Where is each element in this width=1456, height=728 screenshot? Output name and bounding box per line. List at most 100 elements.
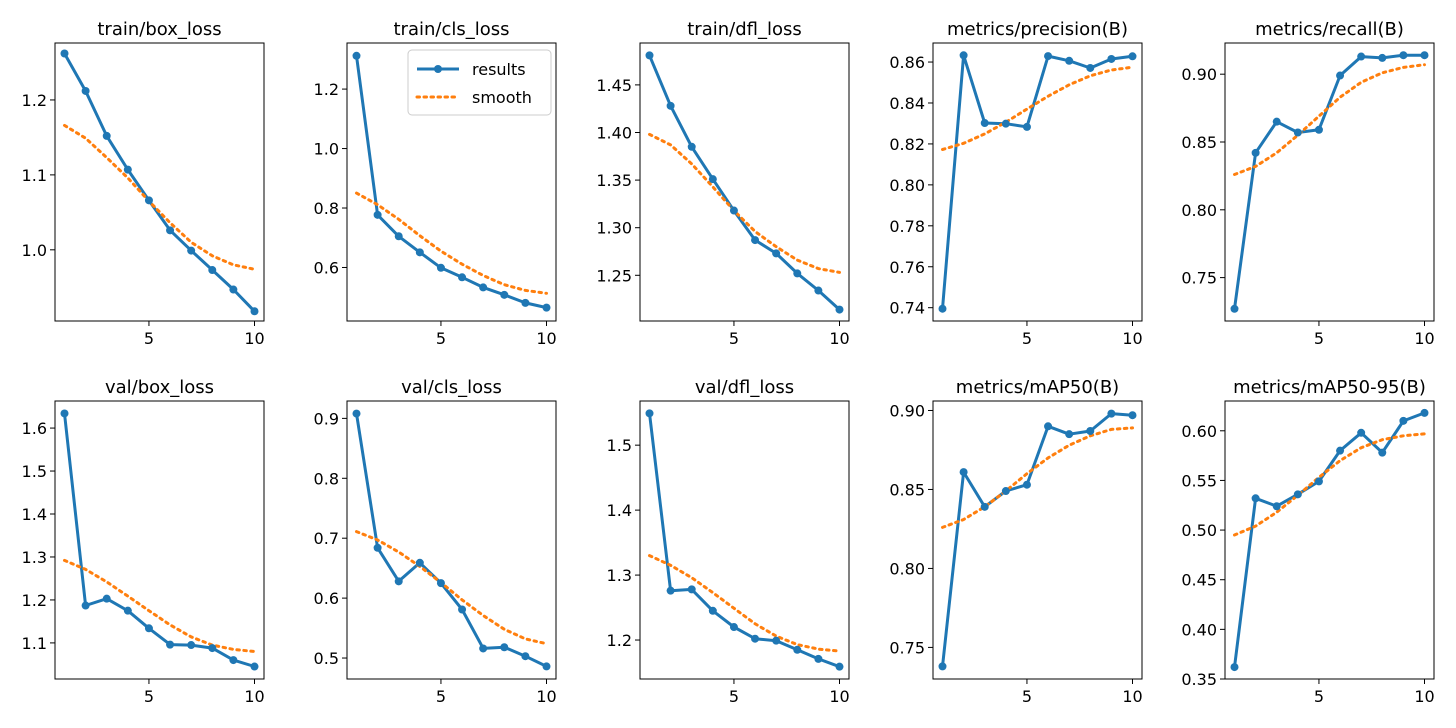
results-point — [959, 468, 968, 477]
results-point — [60, 49, 69, 58]
smooth-series-line — [355, 530, 548, 646]
y-tick-label: 1.3 — [22, 548, 47, 567]
smooth-series-line — [63, 123, 256, 271]
results-point — [521, 652, 530, 661]
results-point — [793, 645, 802, 654]
y-tick-label: 1.6 — [22, 419, 47, 438]
y-tick-label: 0.6 — [314, 258, 339, 277]
results-point — [729, 623, 738, 632]
plot-frame — [932, 400, 1143, 680]
results-point — [1086, 427, 1095, 436]
plot-frame — [346, 400, 557, 680]
results-series-line — [941, 53, 1133, 309]
plot-frame — [54, 42, 265, 322]
results-series-line — [1233, 411, 1426, 668]
results-point — [645, 409, 654, 418]
plot-frame — [1224, 400, 1435, 680]
plot-frame — [932, 42, 1143, 322]
y-tick-label: 1.35 — [596, 171, 632, 190]
smooth-series-line — [648, 132, 841, 274]
x-tick-label: 10 — [1122, 687, 1142, 706]
smooth-series-line — [63, 558, 256, 653]
y-tick-label: 0.80 — [1181, 201, 1217, 220]
plot-frame — [54, 400, 265, 680]
results-point — [60, 409, 69, 418]
y-tick-label: 0.5 — [314, 649, 339, 668]
results-point — [772, 249, 781, 258]
results-series-line — [63, 52, 256, 313]
results-point — [352, 409, 361, 418]
subplot-metrics-map50-95-b: metrics/mAP50-95(B) 0.35 0.40 0.45 0.50 0.55 0… — [1181, 377, 1434, 706]
results-point — [1251, 148, 1260, 157]
subplot-metrics-precision-b: metrics/precision(B) 0.74 0.76 0.78 0.80 0.82… — [889, 19, 1142, 348]
results-point — [1001, 119, 1010, 128]
results-series-line — [355, 413, 548, 668]
x-tick-label: 10 — [536, 329, 556, 348]
chart-title: metrics/mAP50(B) — [956, 377, 1119, 398]
y-tick-label: 1.0 — [314, 140, 339, 159]
results-point — [1044, 422, 1053, 431]
subplot-metrics-map50-b: metrics/mAP50(B) 0.75 0.80 0.85 0.90 5 10 — [889, 377, 1142, 706]
y-tick-label: 0.50 — [1181, 521, 1217, 540]
subplot-train-dfl-loss: train/dfl_loss 1.25 1.30 1.35 1.40 1.45 5 10 — [596, 19, 849, 348]
results-point — [458, 605, 467, 614]
results-point — [1357, 428, 1366, 437]
x-tick-label: 5 — [1314, 329, 1324, 348]
y-tick-label: 1.2 — [607, 631, 632, 650]
y-tick-label: 0.9 — [314, 409, 339, 428]
results-point — [1399, 416, 1408, 425]
results-point — [814, 286, 823, 295]
results-series-line — [355, 55, 547, 310]
results-point — [772, 636, 781, 645]
y-tick-label: 0.8 — [314, 199, 339, 218]
chart-title: train/cls_loss — [393, 19, 509, 40]
y-tick-label: 0.45 — [1181, 571, 1217, 590]
subplot-train-cls-loss: train/cls_loss 0.6 0.8 1.0 1.2 5 10 results smoo… — [314, 19, 557, 348]
results-point — [666, 101, 675, 110]
x-tick-label: 5 — [729, 687, 739, 706]
smooth-series-line — [941, 426, 1134, 529]
results-point — [751, 634, 760, 643]
y-tick-label: 0.35 — [1181, 670, 1217, 689]
plot-frame — [1224, 42, 1435, 322]
y-tick-label: 0.55 — [1181, 471, 1217, 490]
plot-frame — [639, 42, 850, 322]
y-tick-label: 0.75 — [889, 638, 925, 657]
legend: results smooth — [407, 49, 552, 116]
results-point — [166, 226, 175, 235]
results-point — [187, 246, 196, 255]
plot-frame — [639, 400, 850, 680]
results-point — [1399, 51, 1408, 60]
y-tick-label: 1.25 — [596, 266, 632, 285]
chart-title: metrics/precision(B) — [947, 19, 1128, 40]
results-point — [102, 131, 111, 140]
y-tick-label: 1.4 — [607, 501, 632, 520]
smooth-series-line — [941, 65, 1134, 151]
results-point — [436, 263, 445, 272]
results-point — [1293, 128, 1302, 137]
results-point — [187, 641, 196, 650]
results-point — [521, 298, 530, 307]
legend-smooth-label: smooth — [472, 88, 532, 107]
results-point — [436, 579, 445, 588]
results-point — [479, 283, 488, 292]
x-tick-label: 5 — [729, 329, 739, 348]
results-series-line — [1233, 53, 1425, 310]
y-tick-label: 0.75 — [1181, 269, 1217, 288]
y-tick-label: 0.8 — [314, 469, 339, 488]
y-tick-label: 0.84 — [889, 94, 925, 113]
x-tick-label: 5 — [144, 329, 154, 348]
results-point — [1128, 411, 1137, 420]
y-tick-label: 0.60 — [1181, 422, 1217, 441]
results-point — [938, 662, 947, 671]
smooth-series-line — [1233, 432, 1426, 537]
x-tick-label: 10 — [1414, 329, 1434, 348]
results-point — [980, 502, 989, 511]
plot-frame — [346, 42, 557, 322]
results-point — [645, 51, 654, 60]
chart-title: val/box_loss — [105, 377, 214, 398]
legend-results-label: results — [472, 60, 526, 79]
results-point — [1107, 54, 1116, 63]
results-point — [500, 643, 509, 652]
